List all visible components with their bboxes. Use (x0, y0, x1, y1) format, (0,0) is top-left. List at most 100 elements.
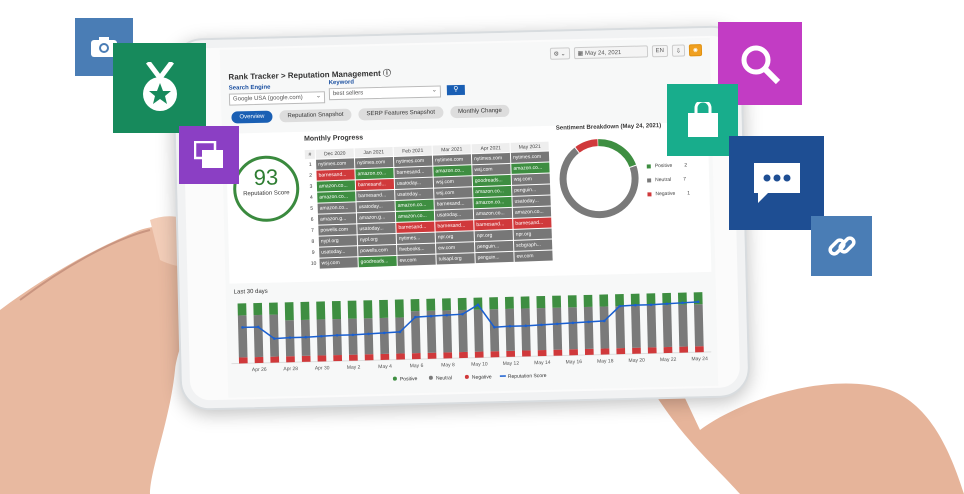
tab-overview[interactable]: Overview (231, 110, 273, 124)
bar-positive (630, 293, 640, 306)
x-tick-label: May 16 (566, 359, 583, 365)
table-cell: goodreads... (358, 255, 397, 268)
search-engine-label: Search Engine (228, 84, 271, 92)
score-label: Reputation Score (243, 190, 290, 198)
reputation-score-point (571, 321, 575, 325)
search-engine-select[interactable]: Google USA (google.com) (228, 91, 326, 106)
bar-neutral (520, 308, 531, 351)
table-cell: amazon.co... (473, 207, 513, 220)
reputation-score-gauge: 93 Reputation Score (232, 154, 301, 223)
table-cell: fivebooks... (397, 243, 436, 255)
bar-positive (394, 299, 404, 318)
bar-negative (396, 353, 405, 360)
bar-positive (237, 303, 247, 316)
legend-value: 1 (687, 190, 691, 197)
table-cell: barnesand... (356, 189, 395, 202)
table-cell: amazon.co... (433, 165, 472, 177)
language-select[interactable]: EN (651, 44, 669, 58)
bar-negative (443, 352, 453, 359)
reputation-score-point (476, 303, 480, 307)
row-rank: 6 (306, 214, 318, 226)
info-icon[interactable]: ⓘ (382, 68, 392, 78)
table-cell: wsj.com (434, 187, 473, 199)
bar-neutral (646, 305, 657, 348)
bar-neutral (473, 309, 484, 352)
table-cell: barnesand... (435, 220, 474, 232)
sentiment-title: Sentiment Breakdown (May 24, 2021) (555, 123, 662, 132)
table-cell: ew.com (436, 242, 475, 254)
x-tick-label: May 2 (347, 364, 361, 370)
search-button[interactable]: ⚲ (446, 84, 465, 96)
bar-neutral (599, 306, 610, 349)
table-cell: barnesand... (513, 217, 552, 229)
legend-item: Negative 1 (647, 190, 690, 197)
bar-positive (316, 301, 326, 320)
bar-positive (583, 294, 593, 308)
bar-positive (347, 300, 357, 319)
medal-icon (113, 43, 206, 133)
table-cell: amazon.co... (473, 196, 512, 209)
bar-neutral (395, 317, 405, 354)
table-cell: usatoday... (319, 246, 358, 258)
bar-positive (457, 297, 467, 311)
bar-positive (567, 295, 577, 308)
settings-dropdown[interactable]: ⚙ ⌄ (549, 47, 570, 60)
tab-reputation-snapshot[interactable]: Reputation Snapshot (279, 108, 352, 123)
download-icon[interactable]: ⇩ (671, 44, 686, 57)
app-screen: ⚙ ⌄ ▦ May 24, 2021 EN ⇩ ✺ Rank Tracker >… (219, 37, 719, 398)
tab-monthly-change[interactable]: Monthly Change (449, 104, 510, 119)
bar-positive (284, 302, 294, 321)
bar-positive (489, 297, 499, 310)
x-tick-label: May 4 (378, 364, 392, 370)
date-picker[interactable]: ▦ May 24, 2021 (573, 45, 648, 60)
table-cell: usatoday... (512, 195, 551, 207)
table-cell: amazon.co... (395, 199, 434, 211)
bar-positive (677, 292, 687, 305)
bar-positive (442, 298, 451, 311)
legend-swatch (464, 374, 469, 379)
table-cell: penguin... (474, 240, 514, 253)
reputation-score-point (351, 333, 355, 337)
monthly-progress-table: # Dec 2020 Jan 2021 Feb 2021 Mar 2021 Apr 202… (304, 141, 554, 271)
breadcrumb: Rank Tracker > Reputation Management (228, 68, 381, 82)
tab-serp-features-snapshot[interactable]: SERP Features Snapshot (358, 106, 444, 121)
chart-title: Last 30 days (233, 288, 268, 296)
table-cell: nytimes... (396, 232, 435, 244)
bar-neutral (237, 315, 248, 358)
legend-label: Positive (654, 162, 673, 170)
reputation-score-point (524, 324, 528, 328)
reputation-score-point (304, 335, 307, 339)
reputation-score-point (398, 330, 402, 334)
table-cell: usatoday... (357, 222, 396, 235)
column-header: Apr 2021 (471, 142, 510, 154)
bar-negative (695, 346, 704, 353)
x-tick-label: May 22 (660, 357, 677, 363)
reputation-score-point (587, 320, 590, 324)
bar-negative (238, 357, 248, 364)
table-cell: nytimes.com (471, 152, 511, 165)
legend-swatch (646, 164, 651, 169)
bar-negative (600, 348, 610, 355)
gear-icon[interactable]: ✺ (688, 44, 703, 57)
chat-icon (729, 136, 824, 230)
bar-neutral (568, 307, 578, 350)
bar-negative (286, 356, 295, 363)
table-cell: usatoday... (356, 200, 395, 213)
bar-neutral (583, 306, 594, 350)
legend-swatch (428, 375, 433, 380)
search-icon: ⚲ (453, 86, 459, 94)
table-cell: penguin... (475, 251, 514, 264)
last-30-days-chart: Apr 26 Apr 28 Apr 30 May 2 May 4 May 6 May 8 Ma… (231, 292, 712, 383)
bar-negative (364, 354, 374, 361)
bar-negative (490, 351, 500, 358)
bar-neutral (410, 311, 421, 354)
reputation-score-point (540, 323, 543, 327)
column-header-rank: # (304, 149, 315, 160)
keyword-input[interactable]: best sellers (328, 85, 442, 101)
bar-positive (300, 301, 310, 320)
bar-neutral (348, 318, 358, 355)
bar-negative (380, 353, 390, 361)
chart-legend-label: Positive (400, 376, 418, 382)
bar-neutral (693, 304, 704, 347)
row-rank: 3 (305, 181, 317, 193)
